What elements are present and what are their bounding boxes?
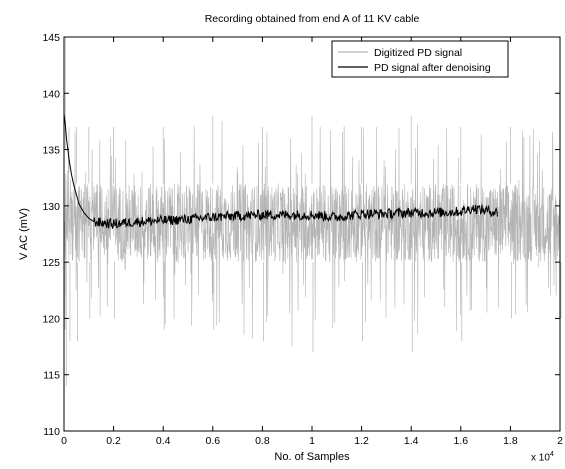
digitized-signal-line — [63, 55, 561, 347]
denoised-signal-layer — [63, 113, 499, 230]
denoised-signal-point — [497, 212, 499, 214]
denoised-signal-point — [138, 221, 139, 223]
x-tick-label: 1.4 — [404, 435, 419, 447]
denoised-signal-point — [162, 220, 164, 221]
denoised-signal-point — [187, 218, 189, 220]
x-tick-label: 2 — [557, 435, 563, 447]
legend: Digitized PD signal PD signal after deno… — [331, 40, 509, 78]
denoised-signal-point — [83, 212, 85, 214]
x-tick-label: 1.2 — [354, 435, 369, 447]
y-tick-label: 145 — [42, 32, 60, 44]
denoised-signal-point — [113, 223, 114, 225]
denoised-signal-point — [485, 209, 486, 211]
chart-title: Recording obtained from end A of 11 KV c… — [204, 13, 420, 25]
x-axis-multiplier: x 104 — [531, 451, 554, 463]
axes-layer: 0 0.2 0.4 0.6 0.8 1 1.2 1.4 1.6 1.8 2 110 115 120 125 1… — [42, 32, 563, 447]
denoised-signal-point — [100, 222, 102, 224]
legend-label-digitized: Digitized PD signal — [374, 47, 462, 59]
x-axis-multiplier-exponent: 4 — [549, 451, 554, 458]
denoised-signal-point — [78, 203, 80, 205]
x-tick-label: 1 — [309, 435, 315, 447]
denoised-signal-point — [68, 158, 70, 159]
denoised-signal-point — [93, 221, 95, 223]
legend-box — [331, 40, 509, 78]
denoised-signal-line — [63, 113, 499, 230]
y-tick-label: 115 — [43, 370, 60, 382]
digitized-signal-layer — [63, 37, 562, 386]
denoised-signal-point — [286, 214, 288, 216]
y-tick-label: 140 — [42, 88, 60, 100]
x-tick-label: 0.2 — [106, 435, 121, 447]
denoised-signal-point — [237, 215, 239, 217]
denoised-signal-point — [410, 212, 412, 214]
y-tick-label: 130 — [42, 201, 60, 213]
denoised-signal-point — [472, 207, 474, 209]
denoised-signal-point — [311, 214, 313, 216]
x-tick-label: 0.4 — [156, 435, 171, 447]
x-tick-label: 0.6 — [205, 435, 220, 447]
x-axis-label: No. of Samples — [274, 451, 350, 463]
legend-label-denoised: PD signal after denoising — [374, 62, 491, 74]
denoised-signal-point — [88, 217, 90, 219]
denoised-signal-point — [73, 185, 75, 186]
x-tick-label: 1.8 — [503, 435, 518, 447]
denoised-signal-point — [64, 123, 66, 125]
denoised-signal-point — [435, 212, 437, 214]
denoised-signal-point — [336, 216, 338, 218]
denoised-signal-point — [460, 211, 462, 212]
denoised-signal-point — [262, 214, 263, 216]
denoised-signal-point — [66, 137, 67, 139]
y-tick-label: 120 — [42, 313, 60, 325]
denoised-signal-point — [212, 216, 214, 218]
y-tick-label: 125 — [42, 257, 60, 269]
x-axis-multiplier-base: x 10 — [531, 452, 550, 464]
denoised-signal-point — [71, 173, 72, 175]
y-tick-label: 110 — [43, 426, 60, 438]
x-tick-label: 1.6 — [453, 435, 468, 447]
y-tick-label: 135 — [42, 145, 60, 157]
x-tick-label: 0.8 — [255, 435, 270, 447]
denoised-signal-point — [386, 213, 387, 215]
denoised-signal-point — [76, 194, 77, 196]
x-tick-label: 0 — [61, 435, 67, 447]
denoised-signal-point — [361, 213, 362, 215]
